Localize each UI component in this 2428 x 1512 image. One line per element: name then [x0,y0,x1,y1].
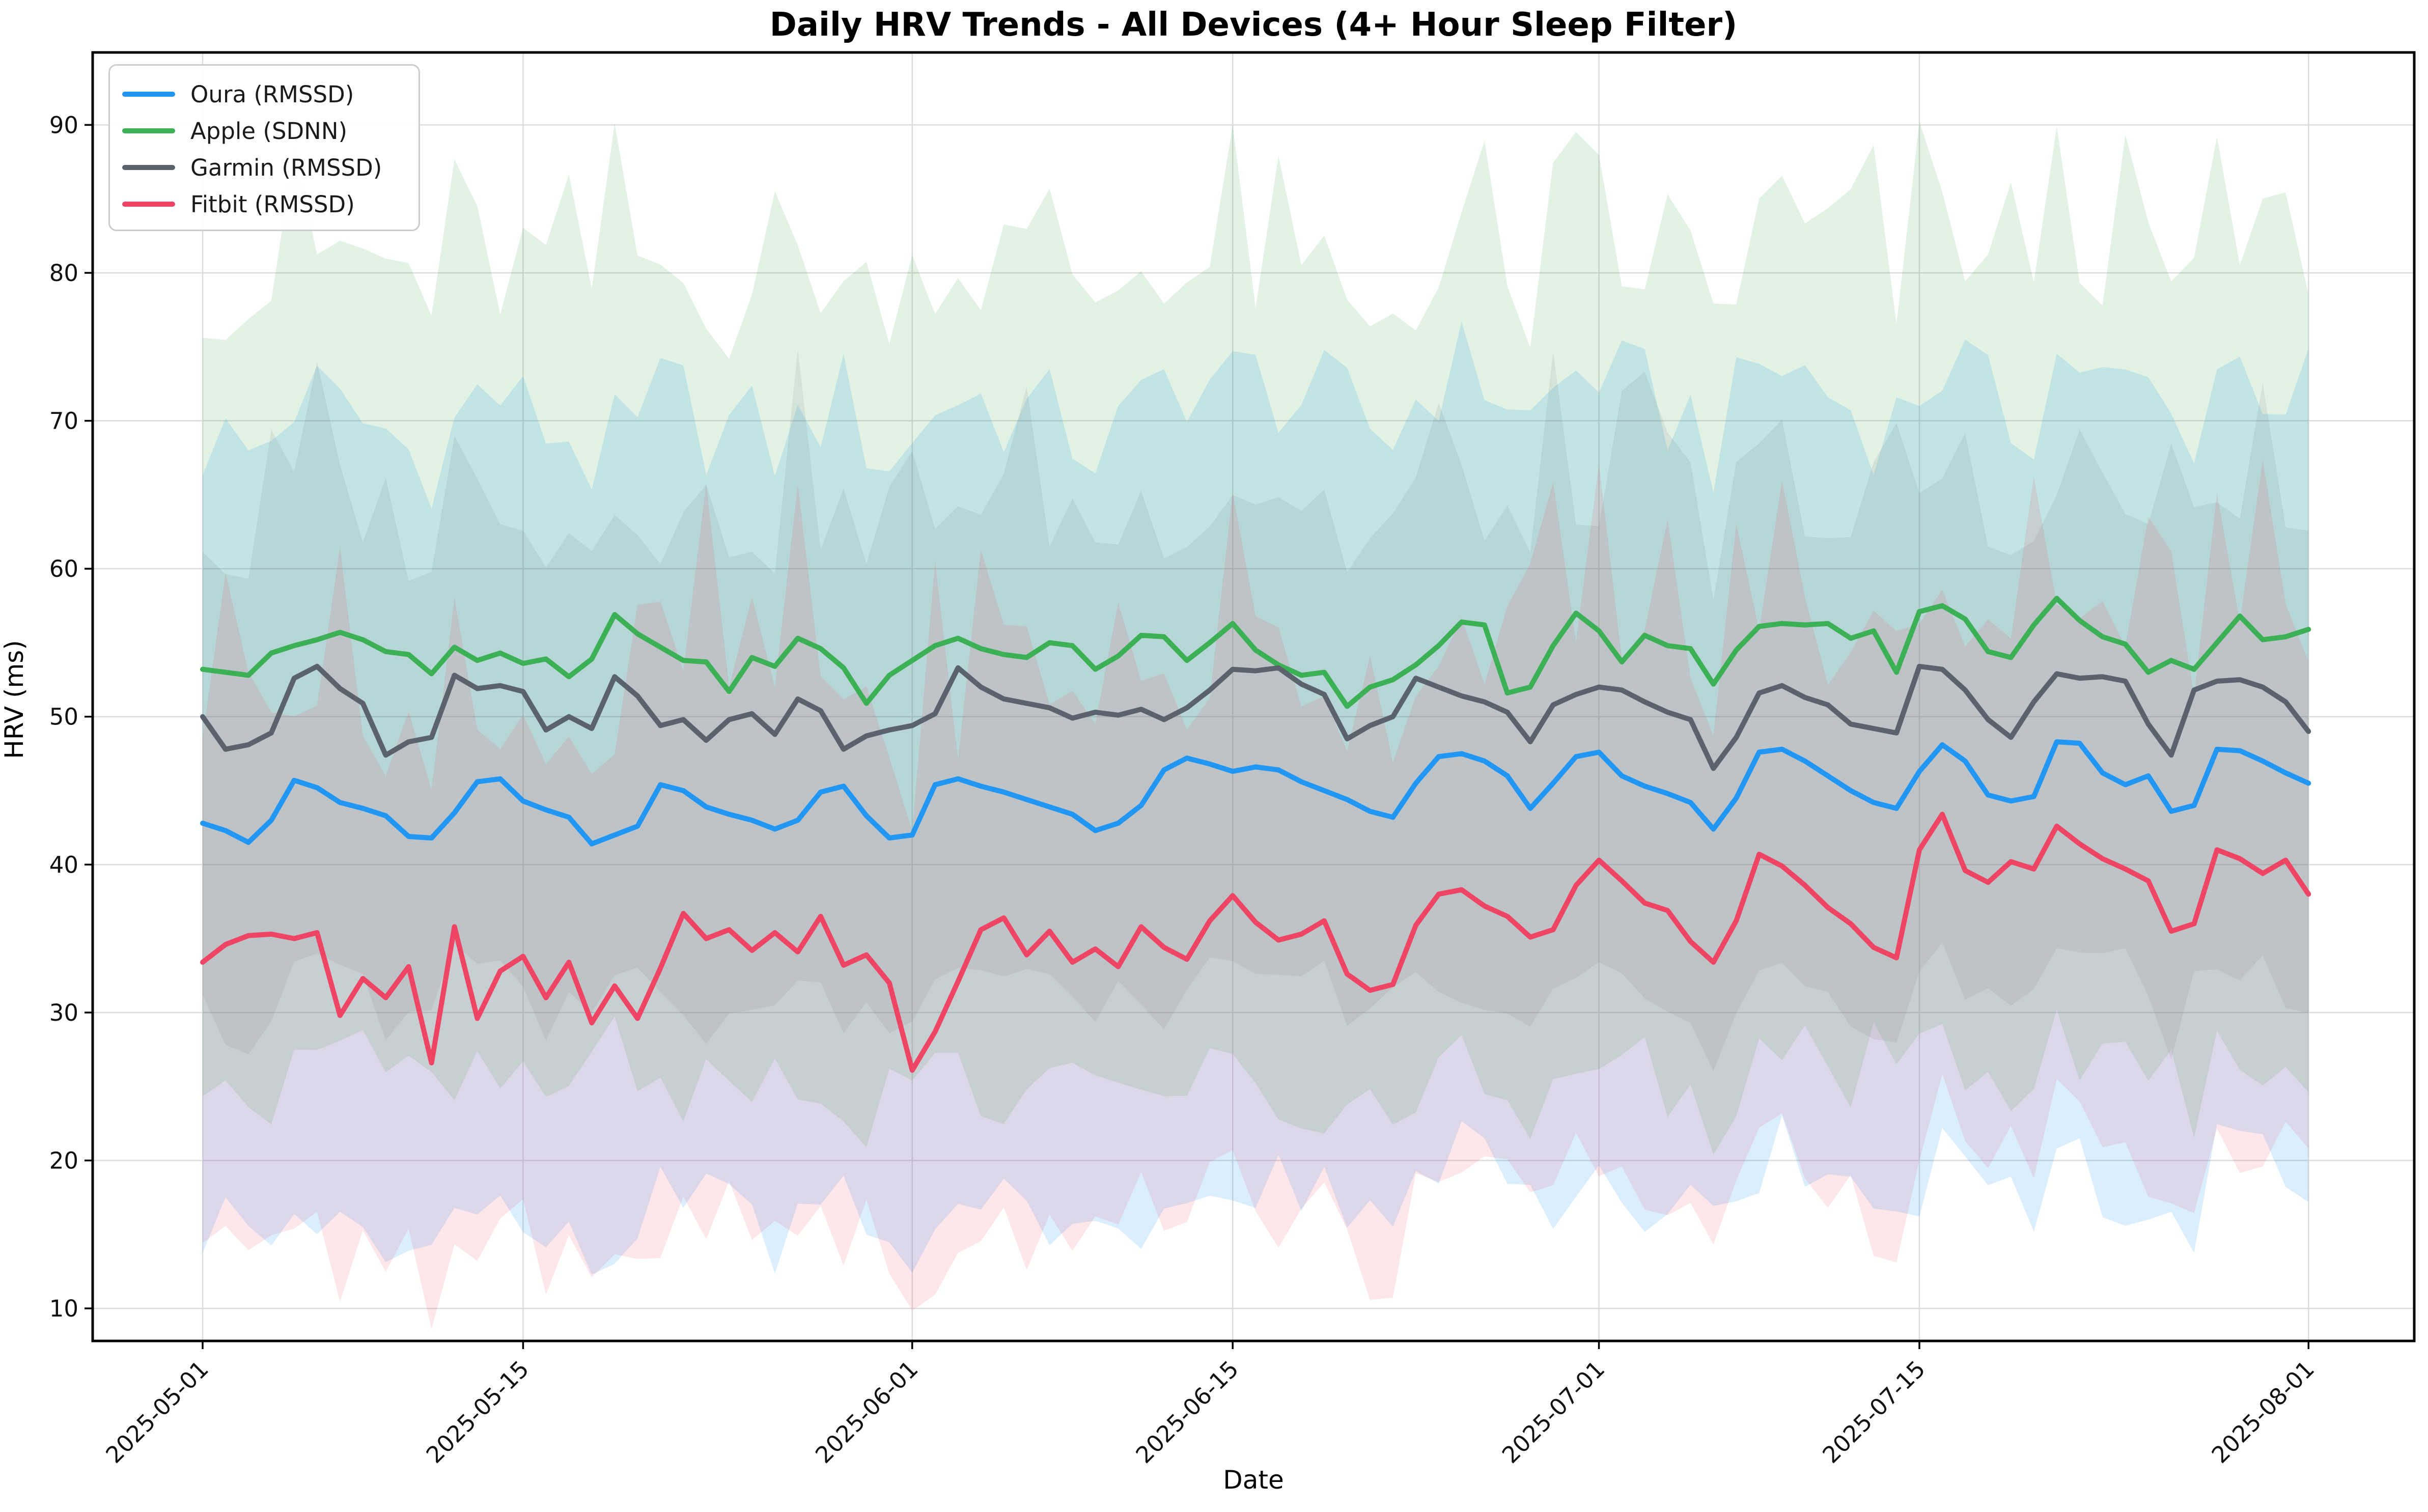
band-garmin [203,349,2309,1071]
y-tick-label: 90 [49,111,78,138]
legend-label: Apple (SDNN) [190,117,348,145]
legend-item-apple: Apple (SDNN) [122,113,413,149]
legend-item-fitbit: Fitbit (RMSSD) [122,186,413,222]
y-tick-label: 40 [49,851,78,878]
y-tick-label: 30 [49,999,78,1026]
x-tick-label: 2025-07-01 [1497,1355,1610,1468]
legend-label: Fitbit (RMSSD) [190,190,355,218]
plot-border [91,51,2416,1342]
chart-title: Daily HRV Trends - All Devices (4+ Hour … [769,6,1738,44]
axis-ticks [85,124,2310,1349]
x-axis-label: Date [1223,1465,1284,1495]
legend-item-oura: Oura (RMSSD) [122,76,413,113]
legend-line-oura-icon [122,92,175,97]
x-tick-label: 2025-08-01 [2207,1355,2320,1468]
series-lines [200,596,2311,1073]
y-tick-label: 60 [49,555,78,582]
band-oura [203,321,2309,1275]
legend-line-fitbit-icon [122,202,175,207]
chart-legend: Oura (RMSSD) Apple (SDNN) Garmin (RMSSD) Fi… [108,64,420,231]
x-tick-label: 2025-05-01 [100,1355,213,1468]
y-tick-label: 20 [49,1147,78,1174]
band-apple [203,121,2309,1155]
legend-line-apple-icon [122,128,175,133]
line-fitbit [200,811,2311,1073]
line-apple [200,596,2311,709]
legend-line-garmin-icon [122,165,175,170]
legend-label: Garmin (RMSSD) [190,154,382,181]
x-tick-label: 2025-05-15 [421,1355,534,1468]
confidence-bands [203,121,2309,1329]
y-tick-label: 10 [49,1295,78,1322]
band-fitbit [203,460,2309,1329]
legend-item-garmin: Garmin (RMSSD) [122,149,413,186]
x-tick-label: 2025-06-01 [810,1355,923,1468]
x-tick-label: 2025-06-15 [1131,1355,1244,1468]
y-axis-label: HRV (ms) [0,640,29,759]
y-tick-label: 80 [49,260,78,287]
line-garmin [200,663,2311,771]
y-tick-label: 70 [49,408,78,435]
x-tick-label: 2025-07-15 [1817,1355,1930,1468]
y-tick-label: 50 [49,704,78,731]
legend-label: Oura (RMSSD) [190,80,354,108]
line-oura [200,739,2311,847]
